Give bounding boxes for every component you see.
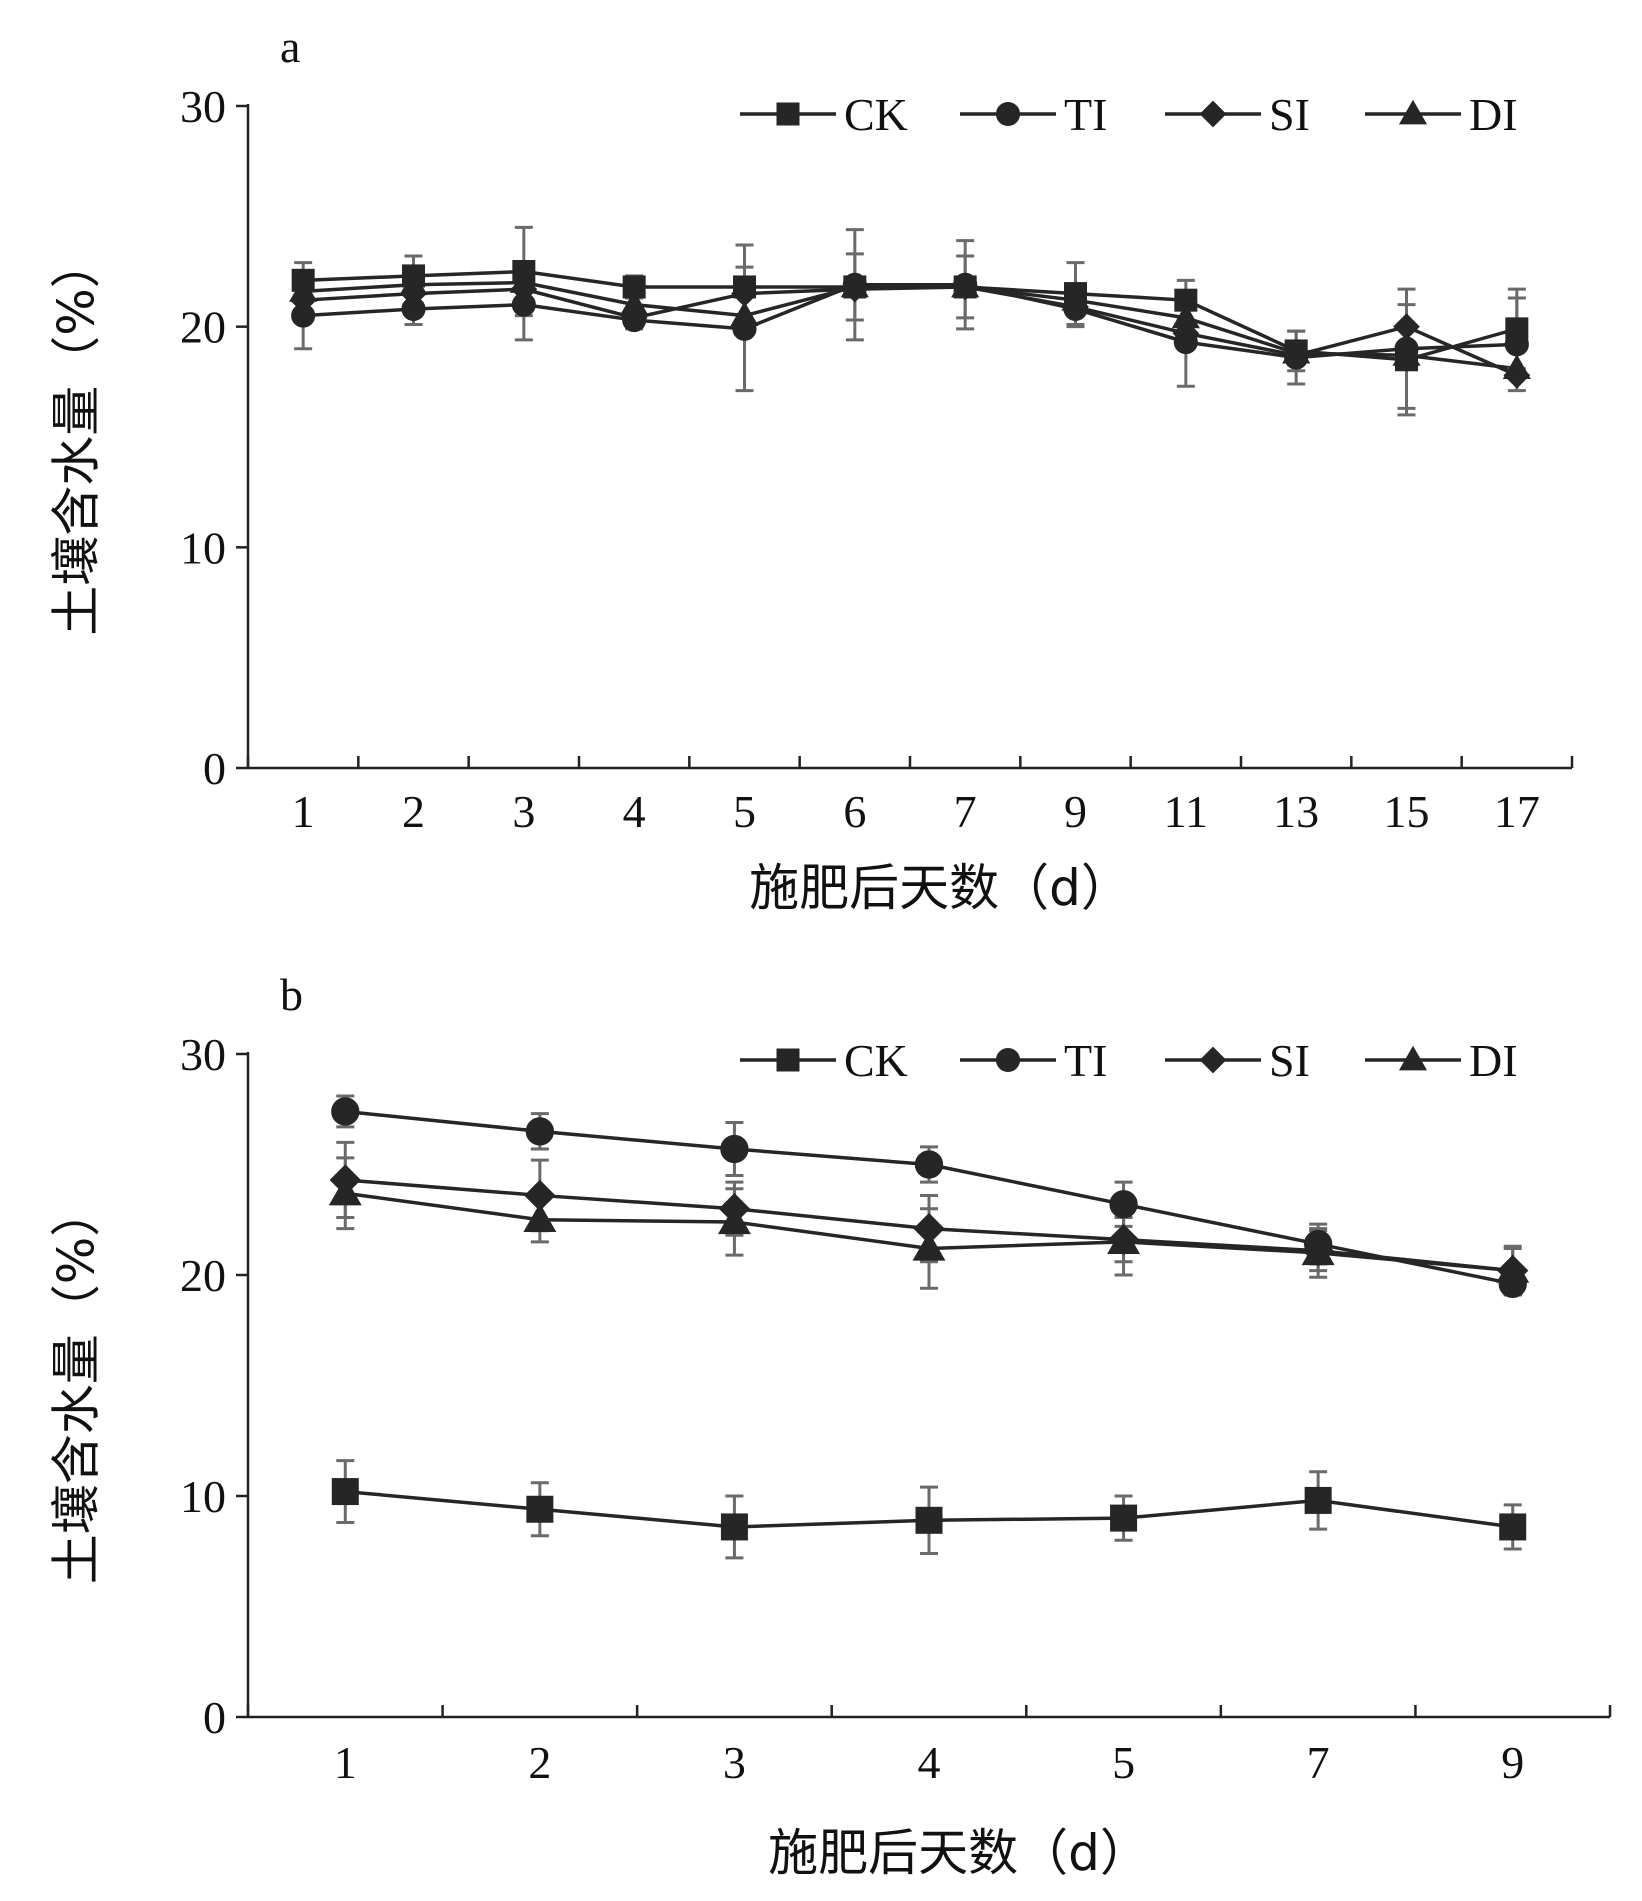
x-tick-label: 7 — [1307, 1737, 1330, 1788]
legend-item-si: SI — [1165, 1035, 1310, 1086]
point-ck — [1110, 1504, 1138, 1532]
point-di — [1282, 338, 1311, 364]
y-tick-label: 30 — [180, 1029, 226, 1080]
series-line-ti — [303, 282, 1517, 360]
panel-b-chart: b 0 10 20 30 1 2 3 4 5 7 9 施肥后天数（d） 土壤含水量（%） CK TI SI DI — [48, 969, 1612, 1882]
point-ti — [1504, 332, 1529, 357]
legend-item-di: DI — [1365, 89, 1518, 140]
point-ti — [525, 1117, 555, 1146]
legend-marker — [995, 1047, 1021, 1073]
legend-item-ck: CK — [740, 1035, 908, 1086]
legend-label: DI — [1469, 1035, 1518, 1086]
legend-label: DI — [1469, 89, 1518, 140]
y-tick-label: 0 — [203, 1692, 226, 1743]
point-di — [620, 290, 649, 315]
x-tick-label: 11 — [1164, 786, 1208, 837]
point-di — [328, 1176, 362, 1206]
y-tick-label: 20 — [180, 1250, 226, 1301]
x-tick-label: 4 — [623, 786, 646, 837]
legend-marker — [1398, 99, 1428, 125]
x-tick-label: 3 — [723, 1737, 746, 1788]
point-ti — [720, 1134, 749, 1164]
point-di — [1107, 1225, 1141, 1255]
panel-label: b — [280, 969, 303, 1020]
panel-label: a — [280, 21, 300, 72]
point-di — [1392, 341, 1421, 366]
legend-item-ti: TI — [960, 1035, 1107, 1086]
point-di — [1061, 285, 1090, 311]
x-tick-label: 13 — [1273, 786, 1319, 837]
point-ck — [526, 1495, 554, 1523]
legend-marker — [776, 102, 800, 126]
legend-label: CK — [844, 1035, 908, 1086]
point-ck — [720, 1513, 748, 1541]
legend-marker — [776, 1048, 800, 1072]
x-tick-label: 4 — [918, 1737, 941, 1788]
x-tick-label: 9 — [1501, 1737, 1524, 1788]
legend-label: CK — [844, 89, 908, 140]
point-di — [523, 1203, 557, 1232]
point-si — [1393, 313, 1420, 341]
point-ti — [331, 1097, 360, 1126]
legend-marker — [1199, 100, 1227, 128]
x-tick-label: 5 — [733, 786, 756, 837]
y-tick-label: 30 — [180, 81, 226, 132]
legend-marker — [1398, 1045, 1428, 1071]
point-ck — [915, 1506, 943, 1534]
x-tick-label: 1 — [292, 786, 315, 837]
x-tick-label: 3 — [512, 786, 535, 837]
legend-item-ck: CK — [740, 89, 908, 140]
panel-a-chart: a 0 10 20 30 1 2 3 4 5 6 7 9 11 13 15 17 施肥后天数（d） 土壤含水量（%）… — [48, 21, 1574, 917]
point-ck — [1304, 1486, 1332, 1514]
legend-marker — [1199, 1046, 1227, 1074]
legend-label: TI — [1064, 89, 1107, 140]
point-di — [717, 1205, 751, 1235]
point-di — [1496, 1253, 1530, 1283]
point-di — [840, 272, 869, 298]
point-ck — [1499, 1513, 1527, 1541]
legend-item-di: DI — [1365, 1035, 1518, 1086]
x-tick-label: 17 — [1494, 786, 1540, 837]
legend-item-ti: TI — [960, 89, 1107, 140]
x-axis-title: 施肥后天数（d） — [749, 859, 1131, 917]
legend-label: SI — [1269, 89, 1310, 140]
legend-label: SI — [1269, 1035, 1310, 1086]
legend-marker — [995, 101, 1021, 127]
point-di — [289, 277, 318, 302]
x-tick-label: 9 — [1064, 786, 1087, 837]
point-di — [1502, 354, 1531, 379]
x-tick-label: 2 — [528, 1737, 551, 1788]
x-tick-label: 1 — [334, 1737, 357, 1788]
point-di — [399, 270, 428, 296]
x-tick-label: 6 — [843, 786, 866, 837]
series-line-di — [303, 280, 1518, 371]
point-ti — [914, 1150, 944, 1179]
point-di — [951, 272, 980, 298]
y-axis-title: 土壤含水量（%） — [48, 238, 106, 636]
x-tick-label: 5 — [1112, 1737, 1135, 1788]
point-di — [509, 268, 538, 293]
x-tick-label: 15 — [1384, 786, 1430, 837]
point-ck — [331, 1478, 359, 1506]
legend-item-si: SI — [1165, 89, 1310, 140]
x-axis-title: 施肥后天数（d） — [768, 1824, 1150, 1882]
point-ti — [1109, 1190, 1138, 1219]
y-axis-title: 土壤含水量（%） — [48, 1187, 106, 1585]
point-di — [1171, 303, 1200, 329]
series-line-si — [303, 285, 1518, 377]
y-tick-label: 0 — [203, 743, 226, 794]
point-di — [912, 1231, 946, 1261]
y-tick-label: 20 — [180, 302, 226, 353]
y-tick-label: 10 — [180, 1471, 226, 1522]
point-di — [730, 301, 759, 327]
y-tick-label: 10 — [180, 522, 226, 573]
legend-label: TI — [1064, 1035, 1107, 1086]
x-tick-label: 7 — [954, 786, 977, 837]
point-di — [1301, 1236, 1335, 1266]
x-tick-label: 2 — [402, 786, 425, 837]
